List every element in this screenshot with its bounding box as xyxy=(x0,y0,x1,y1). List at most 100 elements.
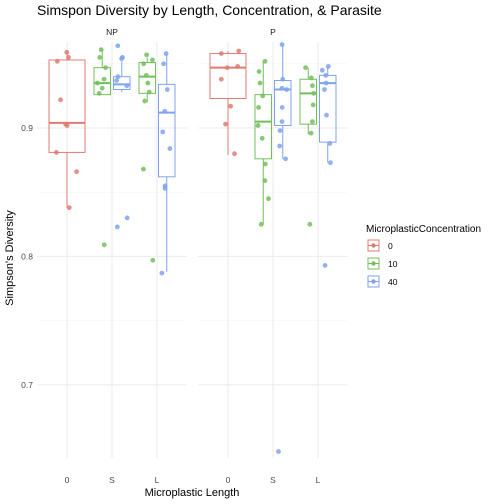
data-point xyxy=(235,63,241,69)
box-body xyxy=(158,83,176,178)
x-tick-label: S xyxy=(109,475,115,485)
legend-title: MicroplasticConcentration xyxy=(366,224,481,235)
data-point xyxy=(64,49,70,55)
box-body xyxy=(113,76,131,91)
x-tick-label: 0 xyxy=(226,475,231,485)
data-point xyxy=(219,51,224,56)
data-point xyxy=(323,80,329,86)
box-np-s-10 xyxy=(93,47,111,248)
data-point xyxy=(150,257,156,263)
box-np-0-0 xyxy=(48,49,86,211)
data-point xyxy=(309,83,315,89)
data-point xyxy=(308,130,314,136)
data-point xyxy=(277,128,283,133)
data-point xyxy=(66,55,71,60)
box-body xyxy=(209,53,247,99)
strip-label: P xyxy=(270,27,276,37)
data-point xyxy=(324,112,329,118)
data-point xyxy=(266,196,271,202)
y-tick-label: 0.8 xyxy=(21,251,33,261)
data-point xyxy=(276,449,281,454)
data-point xyxy=(141,166,146,172)
data-point xyxy=(167,146,173,151)
strip-label: NP xyxy=(106,27,118,37)
data-point xyxy=(64,123,70,128)
legend-key-point xyxy=(371,243,376,248)
data-point xyxy=(114,78,119,83)
data-point xyxy=(283,156,288,162)
data-point xyxy=(279,85,285,91)
data-point xyxy=(284,87,290,92)
x-axis-title: Microplastic Length xyxy=(145,487,240,499)
data-point xyxy=(322,87,327,92)
data-point xyxy=(279,105,285,110)
legend-key-10: 10 xyxy=(367,257,398,270)
data-point xyxy=(124,83,130,89)
data-point xyxy=(66,205,72,211)
data-point xyxy=(325,63,331,69)
legend-key-point xyxy=(371,279,376,284)
data-point xyxy=(159,270,165,276)
box-body xyxy=(138,62,156,94)
data-point xyxy=(142,98,148,104)
data-point xyxy=(164,87,170,92)
data-point xyxy=(258,221,264,227)
legend-label: 0 xyxy=(388,241,393,251)
data-point xyxy=(323,72,329,78)
data-point xyxy=(260,93,266,99)
box-p-s-10 xyxy=(254,58,272,227)
box-p-l-10 xyxy=(299,65,317,227)
data-point xyxy=(328,160,333,166)
data-point xyxy=(228,103,233,109)
x-tick-label: L xyxy=(316,475,321,485)
data-point xyxy=(74,169,79,175)
data-point xyxy=(218,76,224,82)
data-point xyxy=(97,55,103,60)
box-body xyxy=(48,59,86,153)
data-point xyxy=(114,224,120,230)
data-point xyxy=(236,48,242,54)
data-point xyxy=(310,119,315,125)
y-axis-ticks: 0.7 0.8 0.9 xyxy=(21,123,33,390)
data-point xyxy=(119,56,125,62)
data-point xyxy=(141,61,147,67)
data-point xyxy=(232,151,237,157)
y-axis-title: Simpson's Diversity xyxy=(4,210,16,306)
data-point xyxy=(115,74,121,80)
x-tick-label: L xyxy=(155,475,160,485)
legend: MicroplasticConcentration 0 10 40 xyxy=(366,224,481,288)
data-point xyxy=(279,119,285,125)
plot-panels: NP 0 S L P 0 S L xyxy=(37,27,348,485)
box-p-0-0 xyxy=(209,48,247,157)
x-tick-label: S xyxy=(270,475,276,485)
data-point xyxy=(163,51,169,56)
data-point xyxy=(150,57,155,63)
panel-np: NP 0 S L xyxy=(37,27,187,485)
data-point xyxy=(124,215,130,221)
data-point xyxy=(224,65,230,71)
data-point xyxy=(255,123,261,128)
data-point xyxy=(256,105,261,110)
y-tick-label: 0.7 xyxy=(21,380,33,390)
data-point xyxy=(279,42,285,47)
data-point xyxy=(115,43,121,49)
data-point xyxy=(327,141,333,146)
data-point xyxy=(308,75,314,81)
data-point xyxy=(259,135,265,141)
data-point xyxy=(54,58,60,64)
box-p-l-40 xyxy=(319,63,337,268)
box-p-s-40 xyxy=(274,42,292,454)
data-point xyxy=(307,221,313,227)
data-point xyxy=(257,80,263,86)
box-body xyxy=(319,74,337,143)
legend-key-0: 0 xyxy=(367,239,393,252)
data-point xyxy=(223,121,228,127)
data-point xyxy=(53,150,59,155)
data-point xyxy=(277,143,283,149)
data-point xyxy=(311,90,317,96)
data-point xyxy=(146,89,152,95)
data-point xyxy=(103,65,108,71)
data-point xyxy=(143,72,149,78)
data-point xyxy=(161,61,167,67)
data-point xyxy=(99,85,105,91)
